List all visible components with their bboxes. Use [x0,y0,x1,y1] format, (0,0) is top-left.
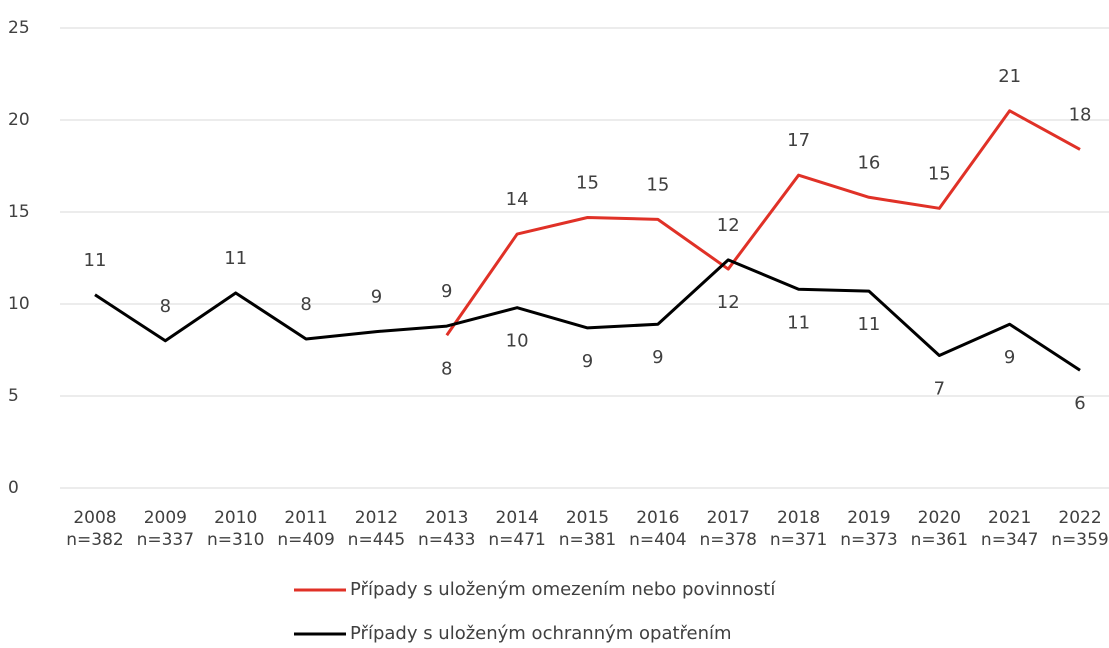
x-tick-label: 2014 [496,508,539,528]
y-tick-label: 15 [8,202,30,222]
y-tick-label: 5 [8,386,19,406]
x-tick-label: 2022 [1058,508,1101,528]
x-tick-label: 2011 [284,508,327,528]
x-tick-label: 2018 [777,508,820,528]
data-label: 14 [506,189,529,210]
data-label: 16 [857,152,880,173]
data-label: 12 [717,215,740,236]
series-line [445,109,1081,337]
data-label: 7 [934,379,945,400]
x-tick-label: 2009 [144,508,187,528]
data-label: 10 [506,331,529,352]
x-tick-sublabel: n=347 [981,530,1038,550]
x-tick-sublabel: n=371 [770,530,827,550]
x-tick-label: 2016 [636,508,679,528]
data-label: 9 [441,281,452,302]
data-label: 9 [652,347,663,368]
data-label: 11 [857,314,880,335]
x-tick-sublabel: n=361 [911,530,968,550]
data-label: 11 [84,250,107,271]
data-label: 17 [787,130,810,151]
x-tick-sublabel: n=381 [559,530,616,550]
data-label: 8 [441,358,452,379]
x-tick-label: 2012 [355,508,398,528]
x-tick-sublabel: n=382 [66,530,123,550]
x-tick-sublabel: n=359 [1051,530,1108,550]
x-tick-sublabel: n=373 [840,530,897,550]
data-label: 8 [160,296,171,317]
data-label: 15 [646,174,669,195]
y-tick-label: 20 [8,110,30,130]
data-label: 11 [787,312,810,333]
x-tick-label: 2019 [847,508,890,528]
data-label: 11 [224,248,247,269]
data-label: 9 [582,351,593,372]
x-tick-sublabel: n=378 [699,530,756,550]
data-label: 21 [998,66,1021,87]
x-tick-label: 2015 [566,508,609,528]
x-tick-sublabel: n=433 [418,530,475,550]
y-tick-label: 0 [8,478,19,498]
series-line [94,258,1081,372]
data-label: 15 [928,163,951,184]
x-tick-label: 2013 [425,508,468,528]
data-label: 15 [576,173,599,194]
x-tick-label: 2021 [988,508,1031,528]
x-tick-sublabel: n=409 [277,530,334,550]
data-label: 18 [1069,104,1092,125]
data-label: 8 [300,294,311,315]
data-label: 9 [371,287,382,308]
x-tick-label: 2020 [918,508,961,528]
data-label: 6 [1074,393,1085,414]
x-tick-label: 2017 [707,508,750,528]
x-tick-sublabel: n=310 [207,530,264,550]
x-tick-sublabel: n=445 [348,530,405,550]
legend-label: Případy s uloženým omezením nebo povinno… [350,579,776,600]
legend-label: Případy s uloženým ochranným opatřením [350,623,732,644]
x-tick-sublabel: n=404 [629,530,686,550]
y-tick-label: 25 [8,18,30,38]
x-tick-sublabel: n=337 [137,530,194,550]
data-label: 12 [717,292,740,313]
y-tick-label: 10 [8,294,30,314]
data-label: 9 [1004,347,1015,368]
x-tick-sublabel: n=471 [488,530,545,550]
x-tick-label: 2008 [73,508,116,528]
x-tick-label: 2010 [214,508,257,528]
